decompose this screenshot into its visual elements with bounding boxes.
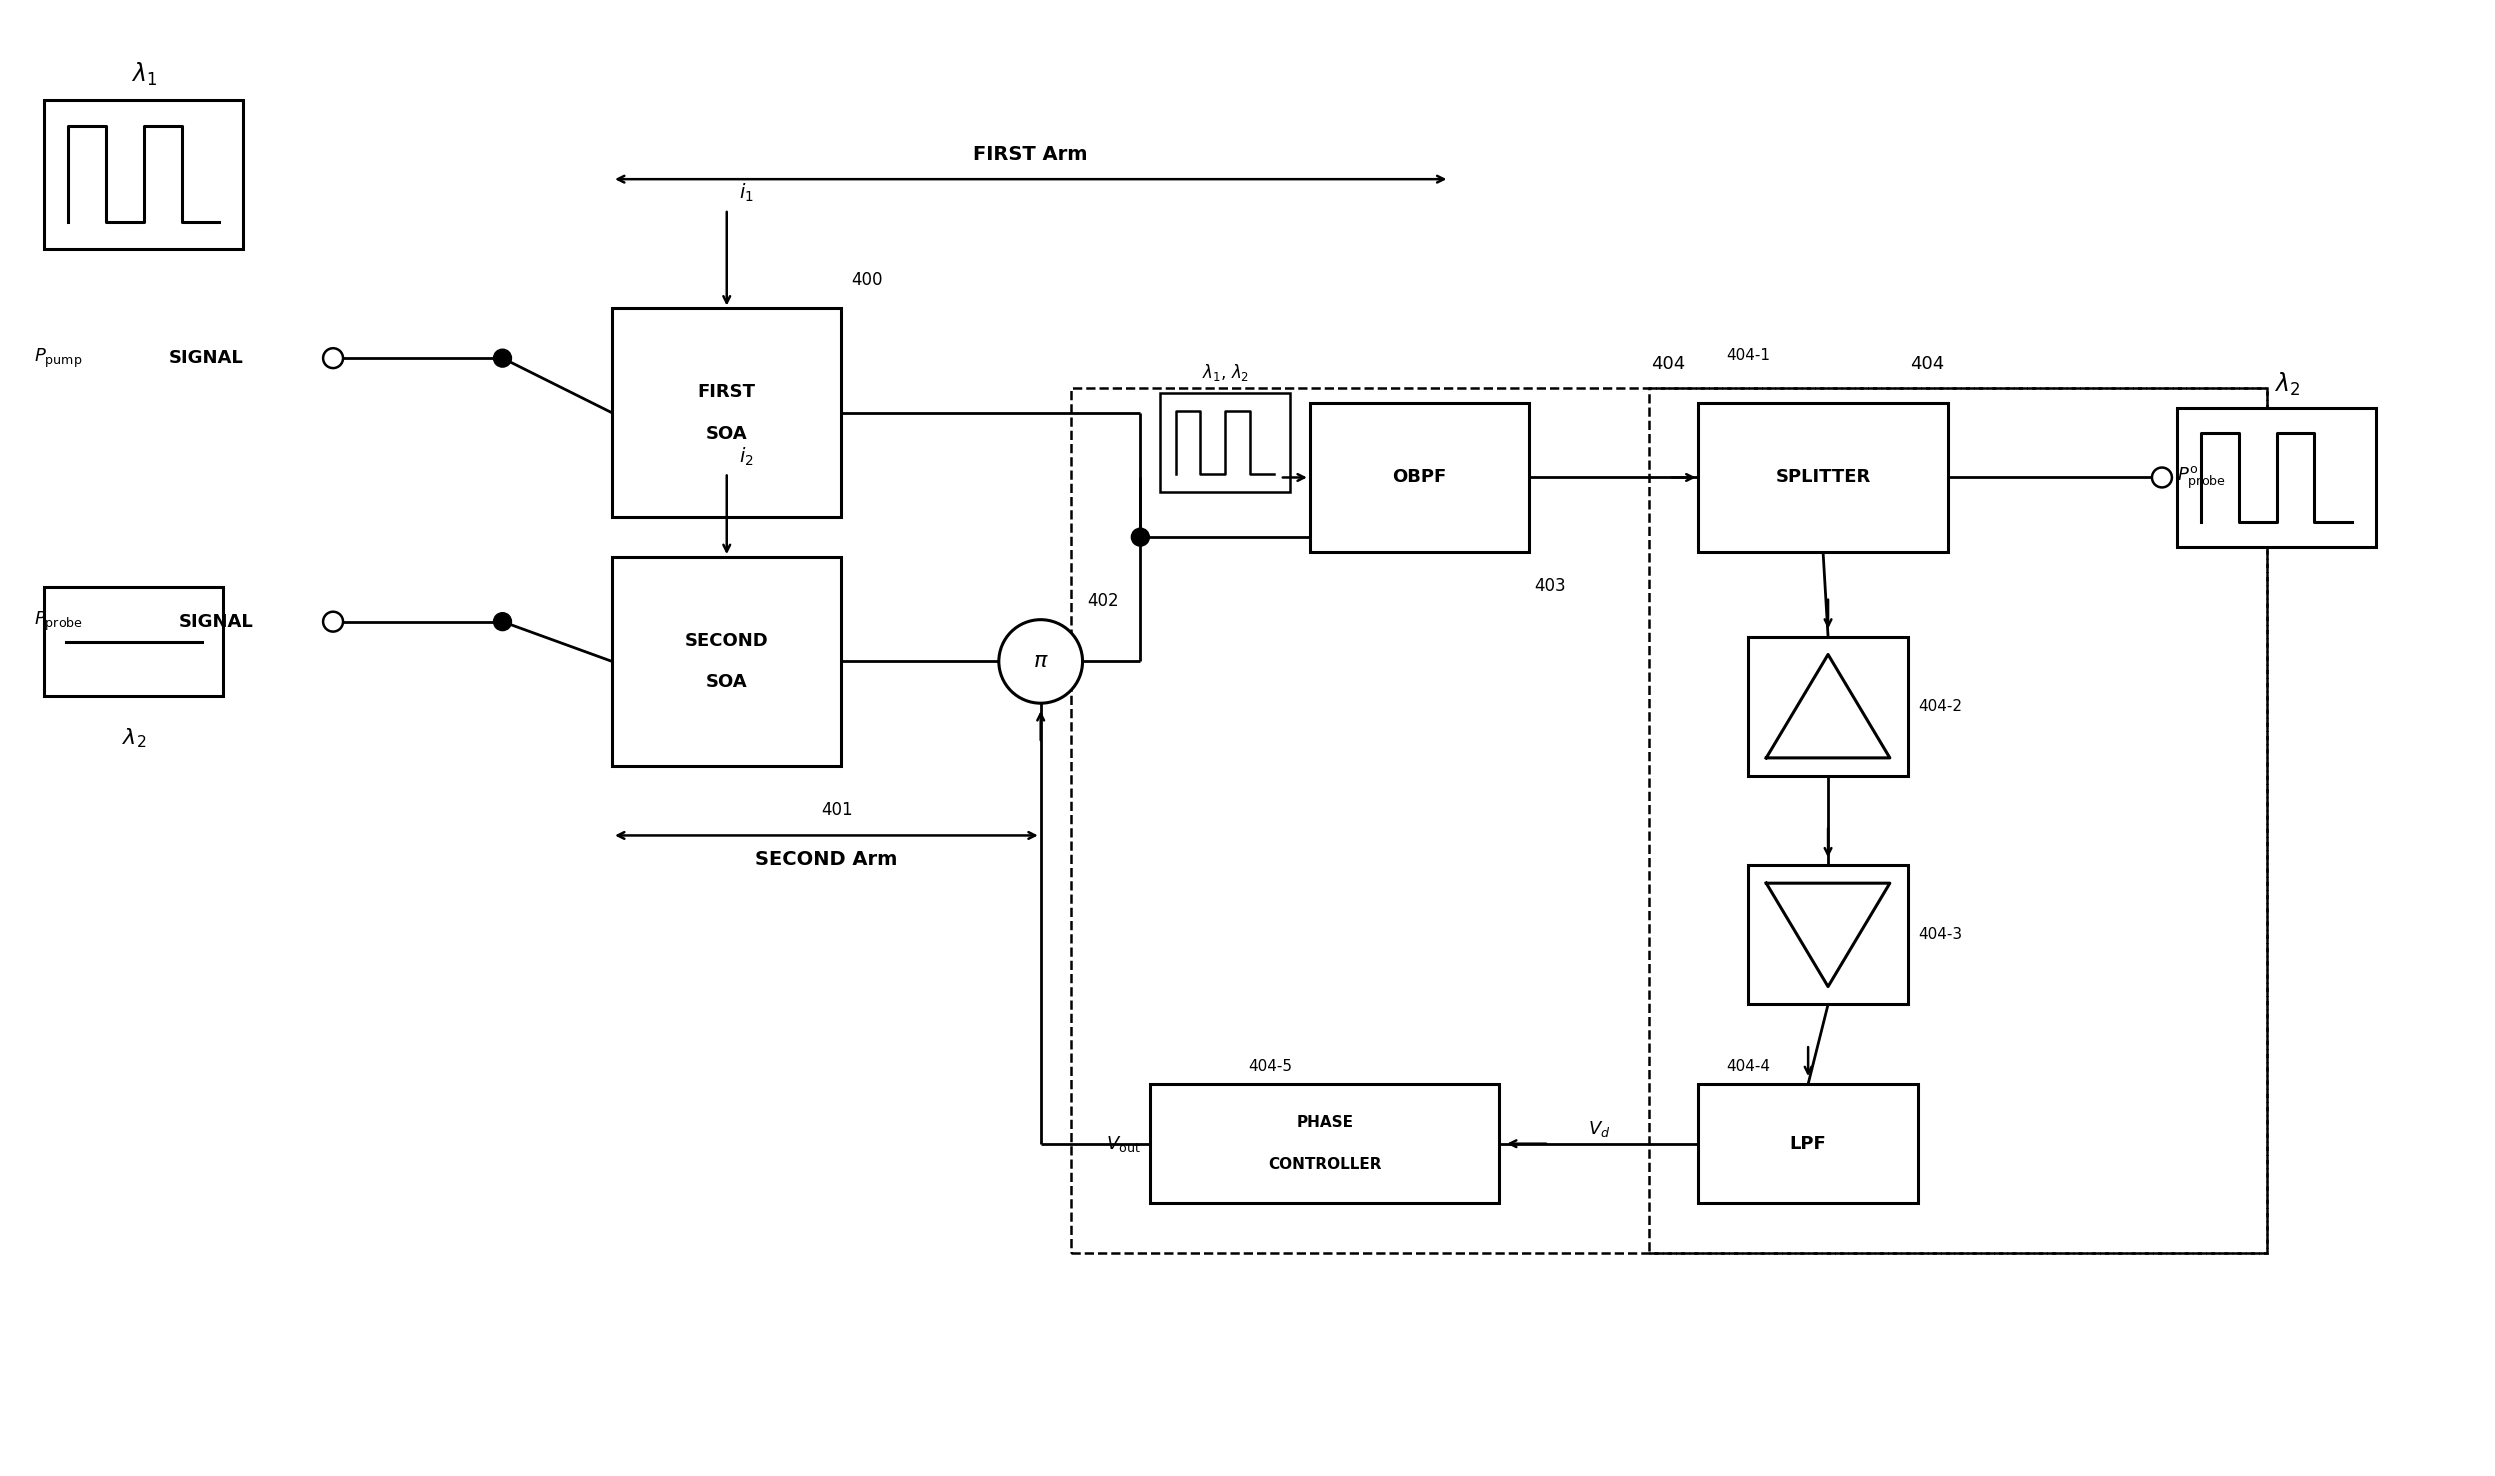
Bar	[1749, 865, 1909, 1005]
Circle shape	[998, 620, 1083, 703]
Bar	[1699, 403, 1949, 552]
Bar	[1150, 1083, 1499, 1203]
Text: 403: 403	[1534, 577, 1567, 595]
Bar	[1749, 636, 1909, 776]
Polygon shape	[1766, 883, 1889, 986]
Text: $i_1$: $i_1$	[739, 182, 753, 204]
Bar	[45, 587, 225, 697]
Text: CONTROLLER: CONTROLLER	[1267, 1157, 1382, 1172]
Text: $P^{\rm o}_{\rm probe}$: $P^{\rm o}_{\rm probe}$	[2176, 465, 2226, 490]
Circle shape	[494, 613, 511, 630]
Bar	[45, 99, 245, 249]
Text: FIRST Arm: FIRST Arm	[973, 145, 1088, 164]
Text: SECOND Arm: SECOND Arm	[756, 850, 898, 869]
Text: 404-5: 404-5	[1248, 1060, 1292, 1075]
Bar	[1649, 388, 2265, 1253]
Text: $V_d$: $V_d$	[1587, 1119, 1609, 1138]
Circle shape	[2153, 468, 2173, 487]
Text: SOA: SOA	[706, 425, 748, 443]
Text: 404-4: 404-4	[1727, 1060, 1771, 1075]
Bar	[1070, 388, 2265, 1253]
Text: SIGNAL: SIGNAL	[170, 350, 245, 368]
Text: SIGNAL: SIGNAL	[180, 613, 254, 630]
Text: SECOND: SECOND	[684, 632, 768, 649]
Text: 402: 402	[1088, 592, 1120, 610]
Circle shape	[322, 348, 342, 368]
Text: 404: 404	[1652, 356, 1687, 373]
Text: SOA: SOA	[706, 673, 748, 691]
Polygon shape	[1766, 654, 1889, 757]
Text: $\lambda_2$: $\lambda_2$	[2273, 370, 2300, 399]
Text: $V_{\rm out}$: $V_{\rm out}$	[1105, 1134, 1140, 1154]
Circle shape	[494, 350, 511, 368]
Text: 404: 404	[1909, 356, 1944, 373]
Bar	[1699, 1083, 1919, 1203]
Text: OBPF: OBPF	[1392, 468, 1447, 487]
Bar	[1160, 393, 1290, 493]
Bar	[2176, 407, 2375, 548]
Text: 404-2: 404-2	[1919, 698, 1961, 714]
Text: $\lambda_1$, $\lambda_2$: $\lambda_1$, $\lambda_2$	[1203, 362, 1248, 382]
Text: 401: 401	[821, 800, 853, 819]
Text: $i_2$: $i_2$	[739, 446, 753, 468]
Bar	[611, 308, 841, 517]
Text: 404-3: 404-3	[1919, 927, 1961, 942]
Text: $P_{\rm pump}$: $P_{\rm pump}$	[35, 347, 82, 370]
Circle shape	[1130, 528, 1150, 546]
Text: $P_{\rm probe}$: $P_{\rm probe}$	[35, 610, 82, 633]
Text: $\lambda_1$: $\lambda_1$	[130, 61, 157, 87]
Text: $\pi$: $\pi$	[1033, 651, 1048, 672]
Text: FIRST: FIRST	[699, 382, 756, 401]
Text: 404-1: 404-1	[1727, 348, 1771, 363]
Text: LPF: LPF	[1789, 1135, 1826, 1153]
Text: 400: 400	[851, 270, 883, 288]
Text: PHASE: PHASE	[1297, 1116, 1352, 1131]
Bar	[611, 556, 841, 766]
Bar	[1310, 403, 1529, 552]
Text: SPLITTER: SPLITTER	[1776, 468, 1871, 487]
Circle shape	[322, 611, 342, 632]
Text: $\lambda_2$: $\lambda_2$	[122, 726, 145, 750]
